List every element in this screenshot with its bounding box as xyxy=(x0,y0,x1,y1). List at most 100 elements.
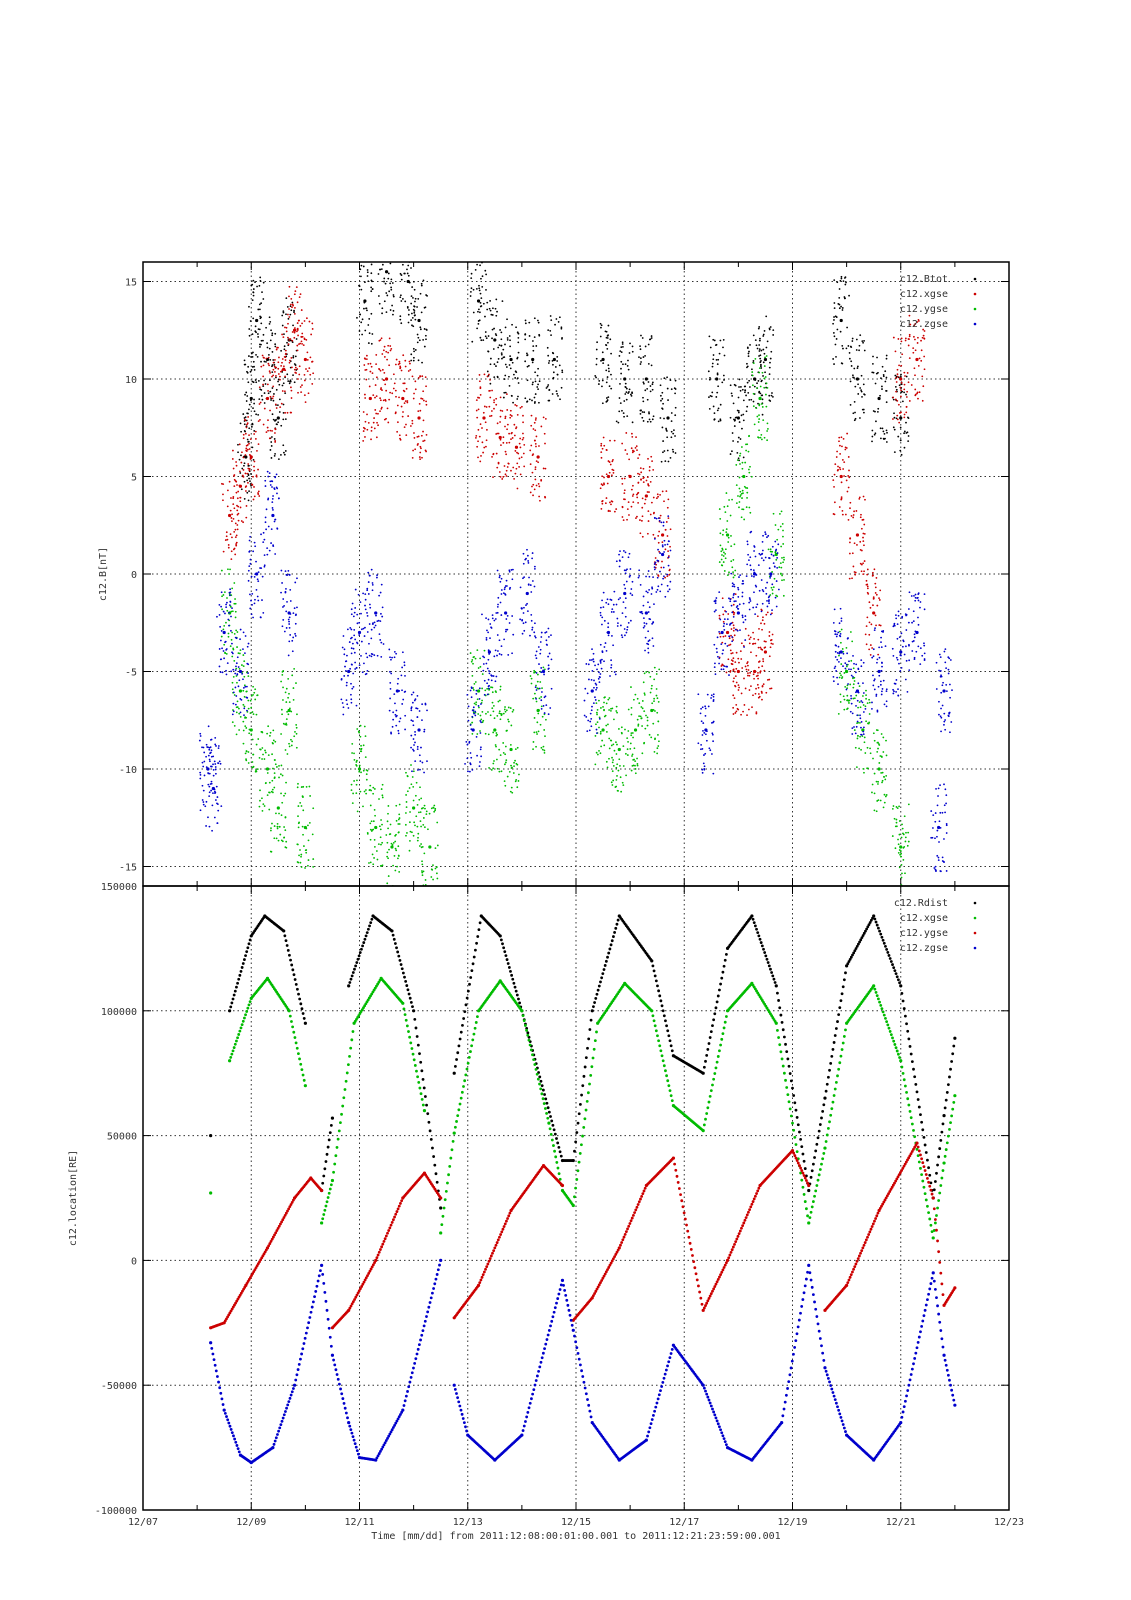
data-point xyxy=(287,570,290,572)
data-point xyxy=(756,347,759,350)
data-point xyxy=(261,731,264,734)
data-point xyxy=(201,784,204,787)
data-point xyxy=(839,693,842,696)
data-point xyxy=(354,638,357,641)
data-point xyxy=(283,826,285,828)
data-point xyxy=(653,538,656,540)
data-point xyxy=(748,689,751,691)
data-point xyxy=(412,748,414,751)
data-point xyxy=(585,716,588,718)
data-point xyxy=(603,660,605,663)
data-point xyxy=(881,365,884,368)
data-point xyxy=(411,286,414,288)
data-point xyxy=(752,673,755,676)
data-point xyxy=(388,888,390,890)
data-point xyxy=(277,380,279,383)
data-point xyxy=(480,455,482,457)
data-point xyxy=(667,564,670,567)
data-point xyxy=(252,616,254,619)
data-point xyxy=(391,843,394,846)
data-point xyxy=(914,388,917,391)
data-point xyxy=(498,770,501,773)
data-point xyxy=(516,451,518,454)
data-point xyxy=(656,697,659,700)
data-point xyxy=(232,691,235,694)
data-point xyxy=(729,514,732,517)
data-point xyxy=(398,823,401,825)
data-point xyxy=(598,681,601,683)
data-point xyxy=(900,389,903,392)
y-tick-label: 0 xyxy=(131,570,137,581)
data-point xyxy=(663,417,665,420)
data-point xyxy=(411,831,413,834)
data-point xyxy=(895,818,898,821)
data-point xyxy=(399,296,402,299)
data-point xyxy=(482,302,485,305)
data-point xyxy=(770,642,773,645)
data-point xyxy=(353,752,355,755)
data-point xyxy=(270,397,273,400)
data-point xyxy=(250,356,252,358)
data-point xyxy=(404,400,407,402)
data-point xyxy=(413,392,415,395)
data-point xyxy=(470,756,473,759)
data-point xyxy=(703,732,706,734)
data-point xyxy=(493,728,497,732)
data-point xyxy=(270,829,272,832)
data-point xyxy=(743,518,746,521)
data-point xyxy=(375,395,378,398)
data-point xyxy=(249,607,252,610)
data-point xyxy=(506,585,508,587)
data-point xyxy=(860,389,863,392)
data-point xyxy=(276,827,279,830)
data-point xyxy=(749,671,751,674)
data-point xyxy=(288,574,291,576)
data-point xyxy=(294,622,297,625)
data-point xyxy=(632,758,635,761)
data-point xyxy=(609,598,612,601)
data-point xyxy=(418,845,421,847)
data-point xyxy=(540,479,543,482)
data-point xyxy=(400,278,403,281)
data-point xyxy=(270,445,273,447)
data-point xyxy=(292,324,294,327)
data-point xyxy=(834,463,837,466)
data-point xyxy=(526,401,528,403)
data-point xyxy=(426,294,428,297)
data-point xyxy=(512,709,515,711)
data-point xyxy=(236,673,239,675)
data-point xyxy=(412,806,416,810)
data-point xyxy=(308,320,311,323)
data-point xyxy=(618,397,621,399)
data-point xyxy=(605,369,608,372)
data-point xyxy=(283,604,285,607)
data-point xyxy=(899,377,903,381)
data-point xyxy=(538,333,541,336)
data-point xyxy=(720,630,724,635)
data-point xyxy=(738,686,740,689)
data-point xyxy=(282,382,285,385)
data-point xyxy=(481,699,483,702)
data-point xyxy=(480,721,483,724)
data-point xyxy=(202,765,205,768)
data-point xyxy=(725,630,730,635)
data-point xyxy=(247,416,250,418)
data-point xyxy=(768,394,771,397)
data-point xyxy=(292,636,295,639)
data-point xyxy=(416,803,419,806)
data-point xyxy=(533,396,536,399)
data-point xyxy=(731,566,734,569)
data-point xyxy=(910,384,913,386)
data-point xyxy=(486,375,489,378)
data-point xyxy=(659,384,662,387)
data-point xyxy=(477,299,479,302)
data-point xyxy=(389,345,392,347)
data-point xyxy=(700,743,703,746)
data-point xyxy=(306,359,309,361)
data-point xyxy=(234,686,237,689)
data-point xyxy=(737,396,740,399)
data-point xyxy=(642,604,645,607)
data-point xyxy=(620,346,623,349)
data-point xyxy=(290,397,293,399)
data-point xyxy=(253,365,255,368)
